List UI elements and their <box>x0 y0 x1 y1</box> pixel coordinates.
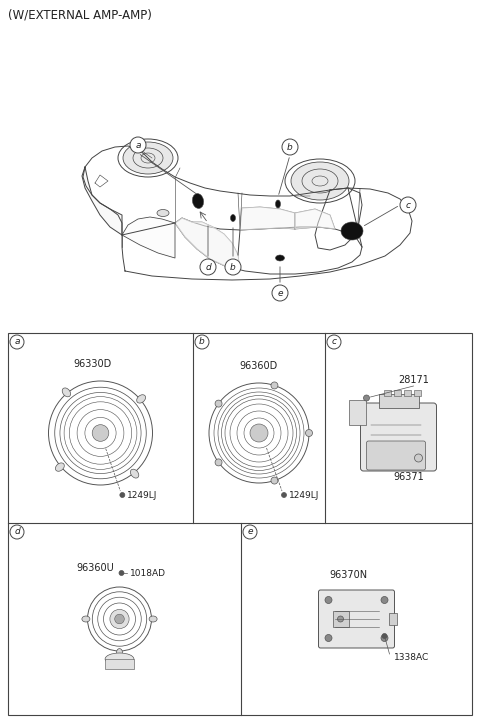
Bar <box>333 611 348 627</box>
Text: 96360U: 96360U <box>77 563 115 573</box>
Ellipse shape <box>192 194 204 208</box>
Text: 96330D: 96330D <box>73 359 112 369</box>
Circle shape <box>92 424 109 441</box>
Ellipse shape <box>276 255 285 261</box>
Circle shape <box>10 525 24 539</box>
Circle shape <box>10 335 24 349</box>
Polygon shape <box>240 207 295 230</box>
Bar <box>379 394 419 408</box>
Ellipse shape <box>276 200 280 208</box>
Circle shape <box>337 616 344 622</box>
Circle shape <box>305 429 312 437</box>
Text: 96371: 96371 <box>393 472 424 482</box>
Circle shape <box>271 477 278 484</box>
Circle shape <box>243 525 257 539</box>
Bar <box>413 390 420 396</box>
Circle shape <box>400 197 416 213</box>
Ellipse shape <box>291 162 349 200</box>
Bar <box>384 390 391 396</box>
Circle shape <box>381 635 388 641</box>
Circle shape <box>195 335 209 349</box>
Circle shape <box>282 139 298 155</box>
Bar <box>348 400 365 425</box>
Bar <box>8 333 472 715</box>
Circle shape <box>325 635 332 641</box>
Bar <box>404 390 410 396</box>
Circle shape <box>215 459 222 466</box>
Circle shape <box>110 609 129 628</box>
Circle shape <box>272 285 288 301</box>
Text: 28171: 28171 <box>398 375 429 385</box>
Circle shape <box>200 259 216 275</box>
Circle shape <box>327 335 341 349</box>
Text: c: c <box>332 338 336 346</box>
Polygon shape <box>122 217 175 258</box>
Circle shape <box>130 137 146 153</box>
Text: b: b <box>230 262 236 272</box>
Text: e: e <box>247 528 253 536</box>
Circle shape <box>281 492 287 497</box>
Ellipse shape <box>131 469 139 478</box>
Text: a: a <box>135 140 141 150</box>
Circle shape <box>325 596 332 604</box>
Ellipse shape <box>82 616 90 622</box>
Circle shape <box>381 596 388 604</box>
Text: d: d <box>14 528 20 536</box>
Text: 1338AC: 1338AC <box>394 654 429 662</box>
Text: (W/EXTERNAL AMP-AMP): (W/EXTERNAL AMP-AMP) <box>8 8 152 21</box>
Circle shape <box>115 615 124 624</box>
Circle shape <box>120 492 125 497</box>
Circle shape <box>271 382 278 389</box>
Polygon shape <box>295 209 335 229</box>
Ellipse shape <box>62 388 71 397</box>
Ellipse shape <box>149 616 157 622</box>
Text: 1249LJ: 1249LJ <box>127 490 158 500</box>
Circle shape <box>215 400 222 407</box>
Polygon shape <box>82 167 122 235</box>
Bar <box>394 390 400 396</box>
Text: b: b <box>287 142 293 152</box>
Ellipse shape <box>157 210 169 216</box>
Circle shape <box>363 395 370 401</box>
Circle shape <box>250 424 268 442</box>
Text: c: c <box>406 200 410 210</box>
FancyBboxPatch shape <box>367 441 425 470</box>
Polygon shape <box>175 218 240 270</box>
Circle shape <box>119 570 124 576</box>
Ellipse shape <box>341 222 363 240</box>
Bar <box>388 613 396 625</box>
Text: 96360D: 96360D <box>240 361 278 371</box>
Ellipse shape <box>117 649 122 656</box>
Ellipse shape <box>137 395 145 403</box>
Text: b: b <box>199 338 205 346</box>
Circle shape <box>415 454 422 462</box>
Text: 96370N: 96370N <box>329 570 368 580</box>
Text: 1018AD: 1018AD <box>130 568 166 578</box>
Bar <box>105 659 134 669</box>
Ellipse shape <box>123 142 173 174</box>
Text: a: a <box>14 338 20 346</box>
Circle shape <box>382 633 387 638</box>
FancyBboxPatch shape <box>360 403 436 471</box>
Ellipse shape <box>105 653 134 665</box>
Circle shape <box>225 259 241 275</box>
Text: e: e <box>277 288 283 297</box>
Text: d: d <box>205 262 211 272</box>
Ellipse shape <box>230 215 236 221</box>
FancyBboxPatch shape <box>319 590 395 648</box>
Text: 1249LJ: 1249LJ <box>289 490 319 500</box>
Ellipse shape <box>55 463 64 471</box>
